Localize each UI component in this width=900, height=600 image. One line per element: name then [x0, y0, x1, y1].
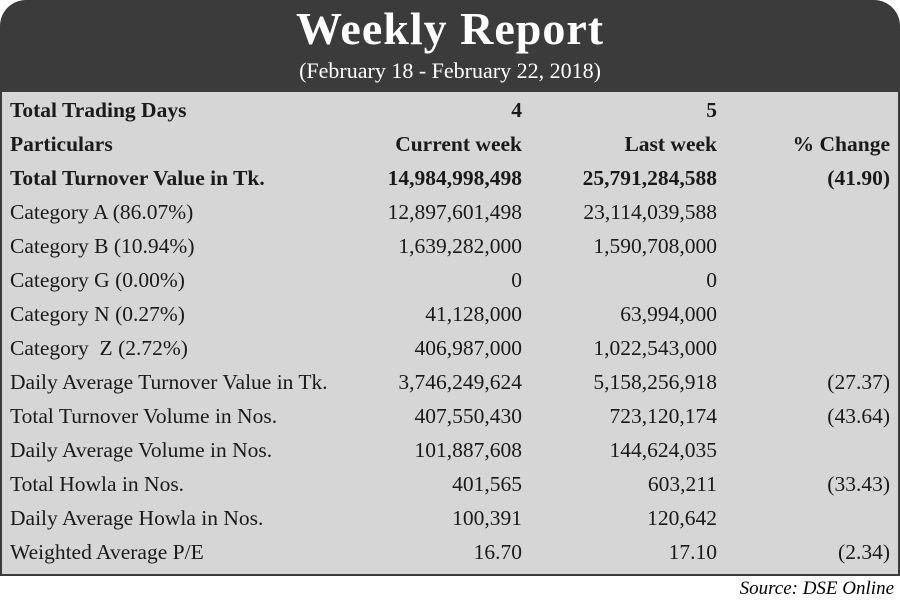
- cell-value: 12,897,601,498: [387, 200, 522, 224]
- row-label: Daily Average Turnover Value in Tk.: [10, 370, 328, 394]
- source: Source: DSE Online: [739, 578, 894, 599]
- cell-value: 406,987,000: [414, 336, 523, 360]
- cell-value: Last week: [624, 132, 717, 156]
- row-label: Category A (86.07%): [10, 200, 194, 224]
- cell-value: 0: [511, 268, 522, 292]
- row-label: Category G (0.00%): [10, 268, 185, 292]
- row-label: Weighted Average P/E: [10, 540, 204, 564]
- cell-value: 1,639,282,000: [398, 234, 522, 258]
- row-label: Daily Average Volume in Nos.: [10, 438, 273, 462]
- cell-value: 5,158,256,918: [593, 370, 717, 394]
- subtitle: (February 18 - February 22, 2018): [299, 58, 601, 83]
- cell-value: 0: [706, 268, 717, 292]
- cell-value: (33.43): [827, 472, 890, 496]
- cell-value: 17.10: [668, 540, 717, 564]
- cell-value: (41.90): [827, 166, 890, 190]
- cell-value: 14,984,998,498: [387, 166, 522, 190]
- cell-value: 1,022,543,000: [593, 336, 717, 360]
- title: Weekly Report: [295, 3, 605, 54]
- cell-value: 603,211: [647, 472, 717, 496]
- cell-value: 16.70: [473, 540, 522, 564]
- cell-value: 100,391: [452, 506, 522, 530]
- row-label: Particulars: [10, 132, 113, 156]
- cell-value: (2.34): [838, 540, 890, 564]
- cell-value: 407,550,430: [414, 404, 523, 428]
- cell-value: (43.64): [827, 404, 890, 428]
- row-label: Total Trading Days: [10, 98, 187, 122]
- cell-value: 4: [511, 98, 522, 122]
- cell-value: (27.37): [827, 370, 890, 394]
- cell-value: 101,887,608: [414, 438, 523, 462]
- cell-value: 41,128,000: [425, 302, 522, 326]
- cell-value: 144,624,035: [609, 438, 718, 462]
- row-label: Total Turnover Volume in Nos.: [10, 404, 278, 428]
- cell-value: 1,590,708,000: [593, 234, 717, 258]
- cell-value: 63,994,000: [620, 302, 717, 326]
- cell-value: % Change: [792, 132, 890, 156]
- row-label: Category N (0.27%): [10, 302, 185, 326]
- cell-value: 5: [706, 98, 717, 122]
- row-label: Total Turnover Value in Tk.: [10, 166, 265, 190]
- cell-value: 723,120,174: [609, 404, 718, 428]
- row-label: Total Howla in Nos.: [10, 472, 185, 496]
- cell-value: 23,114,039,588: [583, 200, 717, 224]
- cell-value: Current week: [395, 132, 522, 156]
- row-label: Category Z (2.72%): [10, 336, 188, 360]
- cell-value: 401,565: [452, 472, 522, 496]
- table: Total Trading Days 4 5 Particulars Current w…: [0, 92, 900, 576]
- row-label: Daily Average Howla in Nos.: [10, 506, 264, 530]
- header: Weekly Report (February 18 - February 22…: [0, 0, 900, 92]
- row-label: Category B (10.94%): [10, 234, 195, 258]
- cell-value: 3,746,249,624: [398, 370, 522, 394]
- cell-value: 25,791,284,588: [582, 166, 717, 190]
- cell-value: 120,642: [647, 506, 717, 530]
